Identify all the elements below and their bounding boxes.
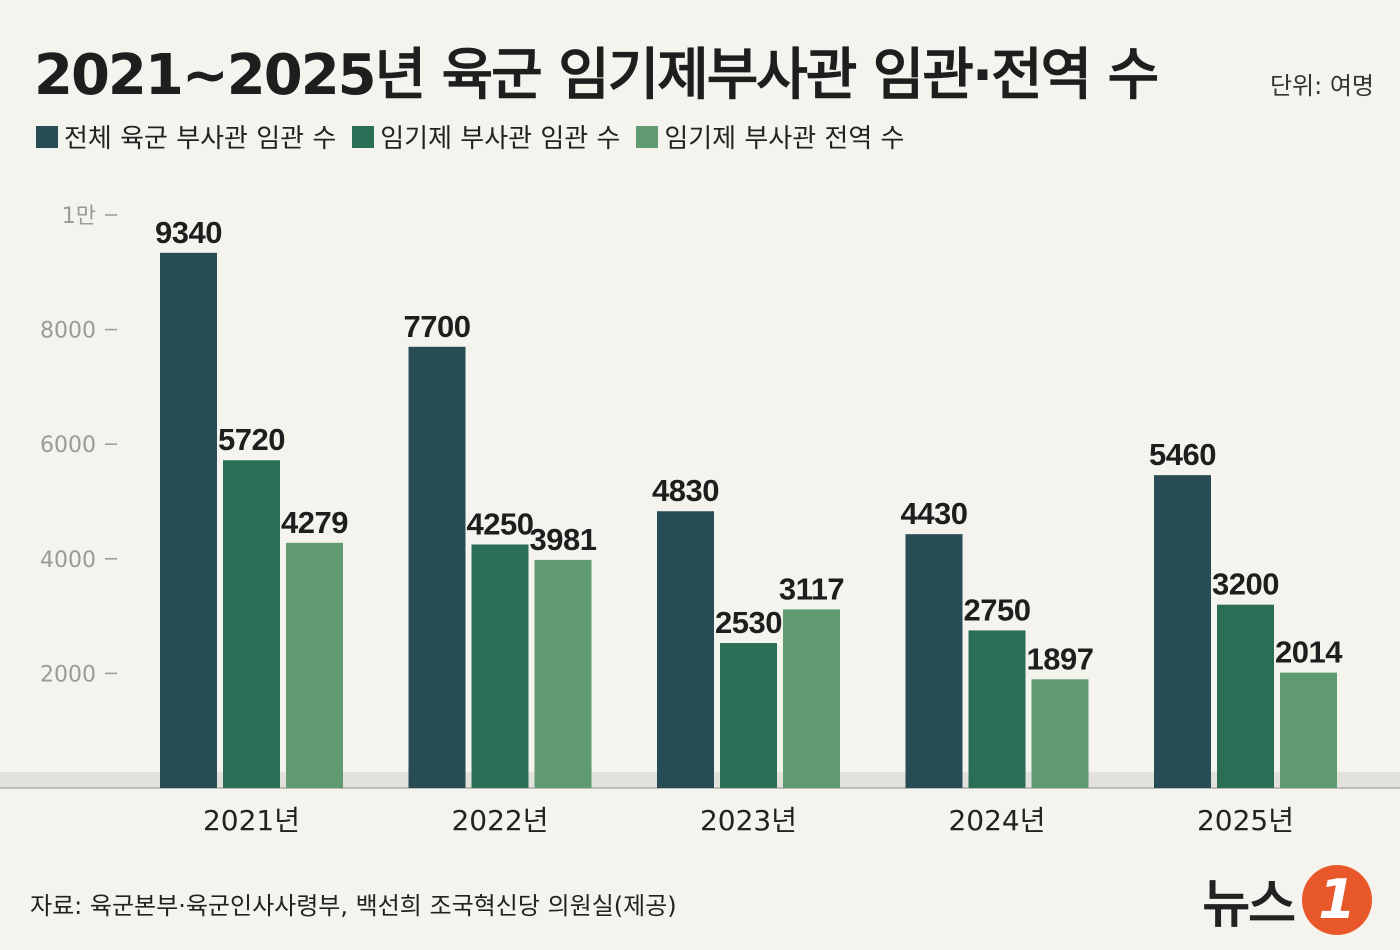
legend-item-fixed-term-discharged: 임기제 부사관 전역 수 [636, 118, 904, 155]
legend-swatch-fixed-term-appointed [352, 125, 375, 148]
data-label-1-0: 7700 [404, 309, 471, 344]
x-tick-label-1: 2022년 [451, 804, 548, 837]
bar-4-2 [1280, 672, 1337, 788]
data-label-1-2: 3981 [530, 522, 597, 557]
y-tick-label-0: 2000 [40, 662, 96, 687]
legend-swatch-total [36, 125, 58, 148]
logo-text: 뉴스 [1202, 875, 1296, 935]
data-label-2-2: 3117 [779, 571, 844, 606]
x-tick-label-4: 2025년 [1197, 804, 1294, 837]
data-label-1-1: 4250 [467, 506, 534, 541]
news1-logo: 뉴스 1 [1202, 862, 1372, 937]
y-tick-label-3: 8000 [40, 319, 96, 344]
legend-label-total: 전체 육군 부사관 임관 수 [64, 124, 337, 154]
legend-swatch-fixed-term-discharged [636, 125, 659, 148]
bar-3-2 [1031, 679, 1089, 788]
data-label-0-1: 5720 [218, 422, 285, 457]
legend: 전체 육군 부사관 임관 수 임기제 부사관 임관 수 임기제 부사관 전역 수 [36, 118, 904, 155]
bar-0-1 [223, 460, 280, 788]
source-note: 자료: 육군본부·육군인사사령부, 백선희 조국혁신당 의원실(제공) [30, 892, 677, 920]
bar-4-0 [1154, 475, 1211, 788]
chart-title: 2021~2025년 육군 임기제부사관 임관·전역 수 [34, 43, 1159, 108]
data-label-4-0: 5460 [1149, 437, 1216, 472]
bar-0-0 [160, 252, 217, 788]
x-tick-label-2: 2023년 [700, 804, 797, 837]
data-label-0-2: 4279 [281, 505, 348, 540]
data-label-2-0: 4830 [652, 473, 719, 508]
bar-3-0 [905, 534, 963, 788]
unit-label: 단위: 여명 [1269, 72, 1374, 100]
bar-1-2 [534, 559, 592, 788]
data-label-4-1: 3200 [1212, 567, 1279, 602]
x-tick-label-3: 2024년 [948, 804, 1045, 837]
data-label-4-2: 2014 [1275, 635, 1343, 670]
legend-label-fixed-term-appointed: 임기제 부사관 임관 수 [380, 124, 621, 154]
bar-4-1 [1217, 604, 1274, 788]
bar-1-0 [408, 346, 466, 788]
data-label-3-0: 4430 [901, 496, 968, 531]
bar-chart: 2000 4000 6000 8000 1만 9340 5720 4279 2021년 7700 4… [0, 204, 1400, 837]
bar-3-1 [968, 630, 1026, 788]
y-tick-label-4: 1만 [62, 204, 96, 229]
y-tick-label-2: 6000 [40, 433, 96, 458]
x-tick-label-0: 2021년 [203, 804, 300, 837]
data-label-3-2: 1897 [1027, 641, 1094, 676]
y-tick-label-1: 4000 [40, 548, 96, 573]
bar-2-0 [657, 511, 714, 788]
data-label-2-1: 2530 [715, 605, 782, 640]
data-label-0-0: 9340 [155, 215, 222, 250]
bar-0-2 [286, 542, 343, 788]
data-label-3-1: 2750 [964, 592, 1031, 627]
legend-item-total: 전체 육군 부사관 임관 수 [36, 118, 336, 155]
logo-mark-icon: 1 [1302, 864, 1372, 935]
bar-2-1 [720, 643, 777, 788]
bar-1-1 [471, 544, 529, 788]
bar-2-2 [783, 609, 840, 788]
legend-item-fixed-term-appointed: 임기제 부사관 임관 수 [352, 118, 620, 155]
legend-label-fixed-term-discharged: 임기제 부사관 전역 수 [664, 124, 905, 154]
